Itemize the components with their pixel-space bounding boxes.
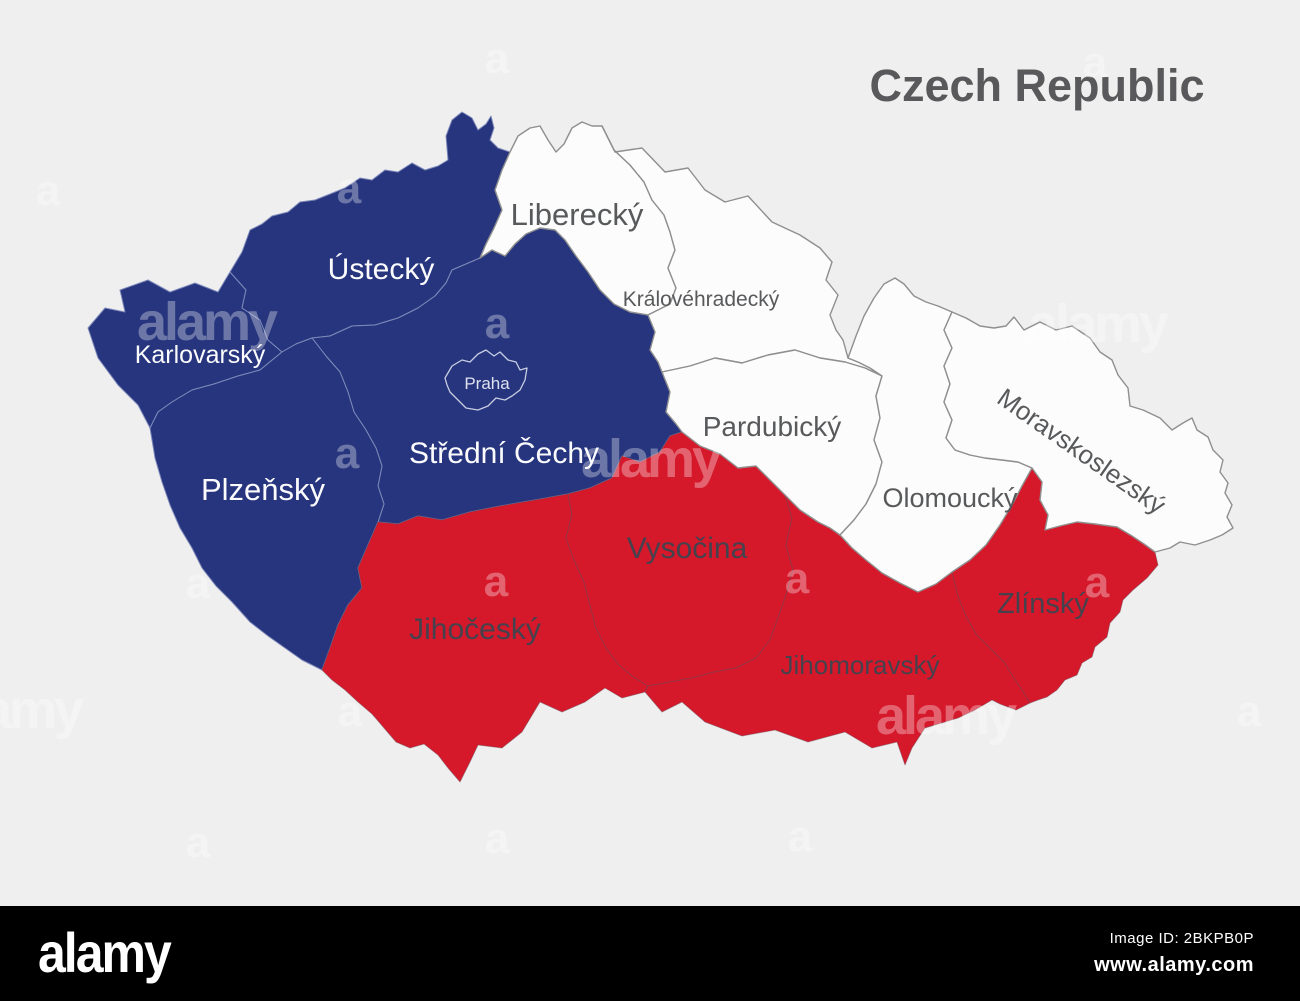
region-label-vysocina: Vysočina bbox=[627, 532, 748, 565]
alamy-watermark: a bbox=[338, 687, 363, 736]
region-label-stredni-cechy: Střední Čechy bbox=[409, 436, 599, 470]
region-label-praha: Praha bbox=[464, 374, 510, 393]
alamy-watermark: a bbox=[485, 34, 510, 83]
region-label-pardubicky: Pardubický bbox=[703, 411, 842, 442]
region-label-olomoucky: Olomoucký bbox=[882, 483, 1018, 513]
image-meta: Image ID: 2BKPB0P www.alamy.com bbox=[1094, 930, 1254, 977]
alamy-watermark: a bbox=[1237, 687, 1262, 736]
region-moravskoslezsky bbox=[943, 311, 1234, 553]
footer-bar: alamy Image ID: 2BKPB0P www.alamy.com bbox=[0, 906, 1300, 1001]
alamy-watermark: a bbox=[785, 554, 810, 603]
region-label-jihocesky: Jihočeský bbox=[409, 613, 541, 646]
region-olomoucky bbox=[839, 277, 1033, 593]
region-praha bbox=[444, 349, 528, 411]
white-regions bbox=[479, 121, 1234, 593]
region-label-zlinsky: Zlínský bbox=[997, 588, 1089, 620]
alamy-watermark: alamy bbox=[0, 680, 84, 740]
alamy-watermark: a bbox=[485, 299, 510, 348]
alamy-watermark: a bbox=[484, 557, 509, 606]
alamy-watermark: a bbox=[337, 164, 362, 213]
alamy-watermark: alamy bbox=[876, 686, 1017, 746]
red-regions bbox=[321, 431, 1159, 783]
region-label-plzensky: Plzeňský bbox=[201, 472, 326, 507]
alamy-watermark: alamy bbox=[581, 429, 722, 489]
alamy-watermark: a bbox=[186, 559, 211, 608]
alamy-watermark: a bbox=[36, 166, 61, 215]
page-title: Czech Republic bbox=[869, 60, 1204, 111]
alamy-watermark: a bbox=[485, 814, 510, 863]
watermarks-layer: a a a a alamy a alamy a alamy a a a a alamy a alamy a a a a bbox=[0, 34, 1262, 867]
alamy-watermark: alamy bbox=[137, 292, 278, 352]
alamy-watermark: a bbox=[1085, 558, 1110, 607]
region-label-karlovarsky: Karlovarský bbox=[135, 341, 266, 369]
region-label-ustecky: Ústecký bbox=[328, 253, 435, 286]
image-id: Image ID: 2BKPB0P bbox=[1109, 930, 1254, 947]
alamy-url: www.alamy.com bbox=[1094, 954, 1254, 976]
alamy-watermark: a bbox=[186, 818, 211, 867]
alamy-watermark: alamy bbox=[1028, 294, 1169, 354]
region-label-kralovehradecky: Královéhradecký bbox=[623, 288, 780, 311]
region-label-liberecky: Liberecký bbox=[511, 197, 644, 232]
alamy-watermark: a bbox=[335, 429, 360, 478]
alamy-logo: alamy bbox=[38, 921, 172, 985]
region-label-jihomoravsky: Jihomoravský bbox=[781, 650, 940, 680]
alamy-watermark: a bbox=[1083, 38, 1108, 87]
alamy-watermark: a bbox=[788, 812, 813, 861]
region-plzensky bbox=[149, 337, 385, 671]
